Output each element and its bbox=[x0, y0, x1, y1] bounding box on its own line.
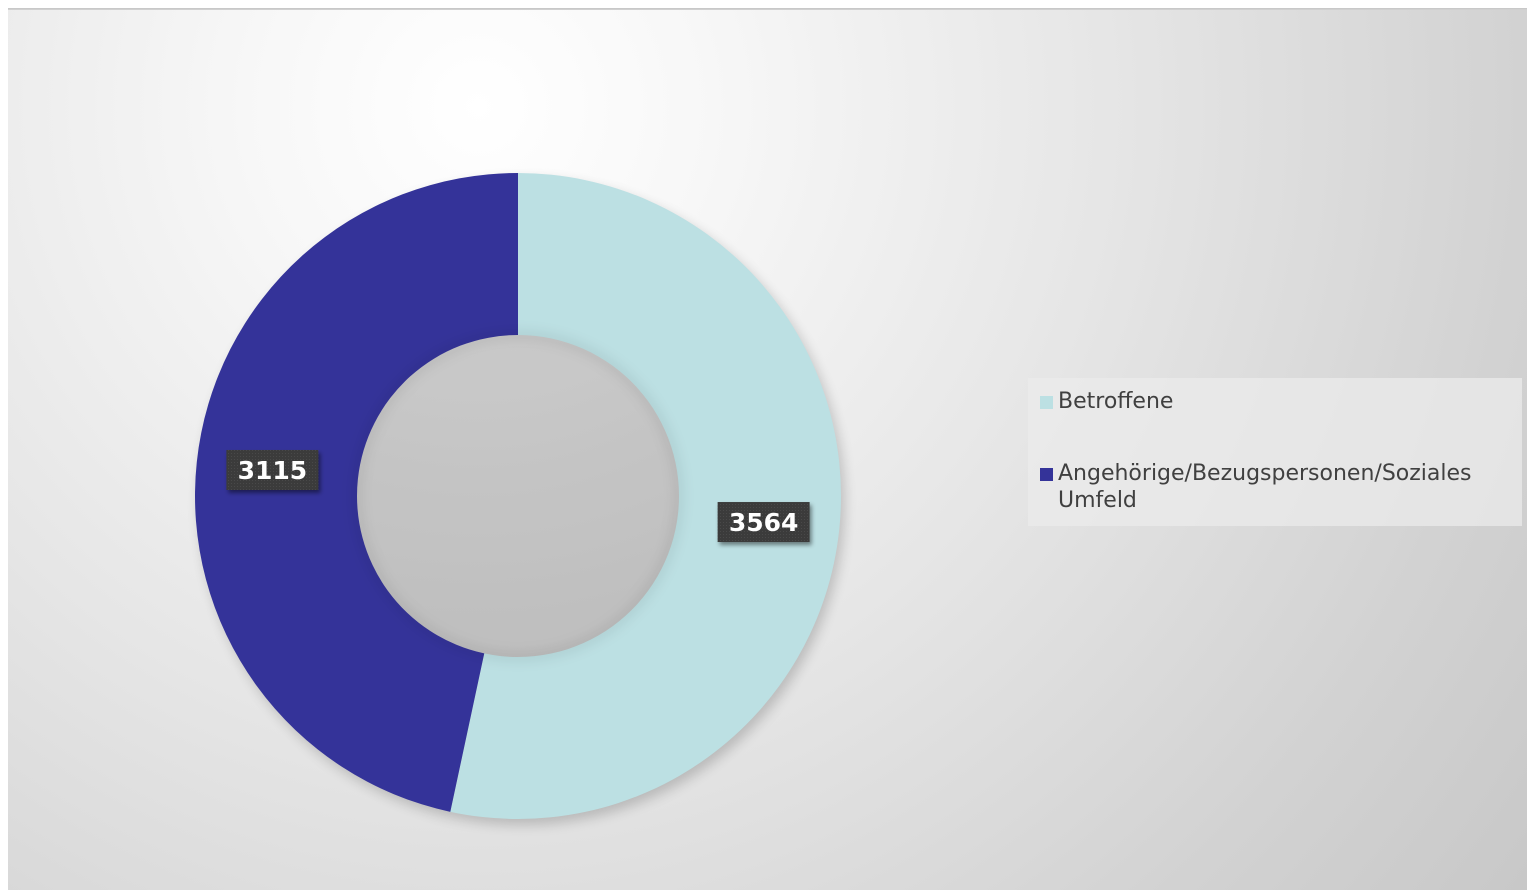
legend-swatch-betroffene bbox=[1040, 396, 1053, 409]
data-label-1: 3115 bbox=[226, 449, 319, 490]
data-label-text-0: 3564 bbox=[729, 508, 799, 537]
data-label-text-1: 3115 bbox=[238, 456, 308, 485]
legend-swatch-angehoerige bbox=[1040, 468, 1053, 481]
data-label-box-1 bbox=[226, 449, 319, 490]
legend-item-betroffene: Betroffene bbox=[1040, 388, 1527, 415]
donut-hole-shadow bbox=[354, 332, 682, 660]
legend-item-angehoerige: Angehörige/Bezugspersonen/Soziales Umfel… bbox=[1040, 460, 1527, 514]
legend: Betroffene Angehörige/Bezugspersonen/Soz… bbox=[1028, 378, 1522, 526]
data-label-0: 3564 bbox=[717, 502, 810, 543]
legend-label-angehoerige: Angehörige/Bezugspersonen/Soziales Umfel… bbox=[1058, 461, 1472, 513]
chart-top-border bbox=[8, 8, 1527, 9]
donut-slices bbox=[195, 172, 845, 825]
data-label-box-0 bbox=[717, 502, 810, 543]
data-labels: 3564 3115 bbox=[226, 449, 810, 543]
legend-label-betroffene: Betroffene bbox=[1058, 389, 1174, 414]
donut-slice-0 bbox=[450, 172, 842, 820]
